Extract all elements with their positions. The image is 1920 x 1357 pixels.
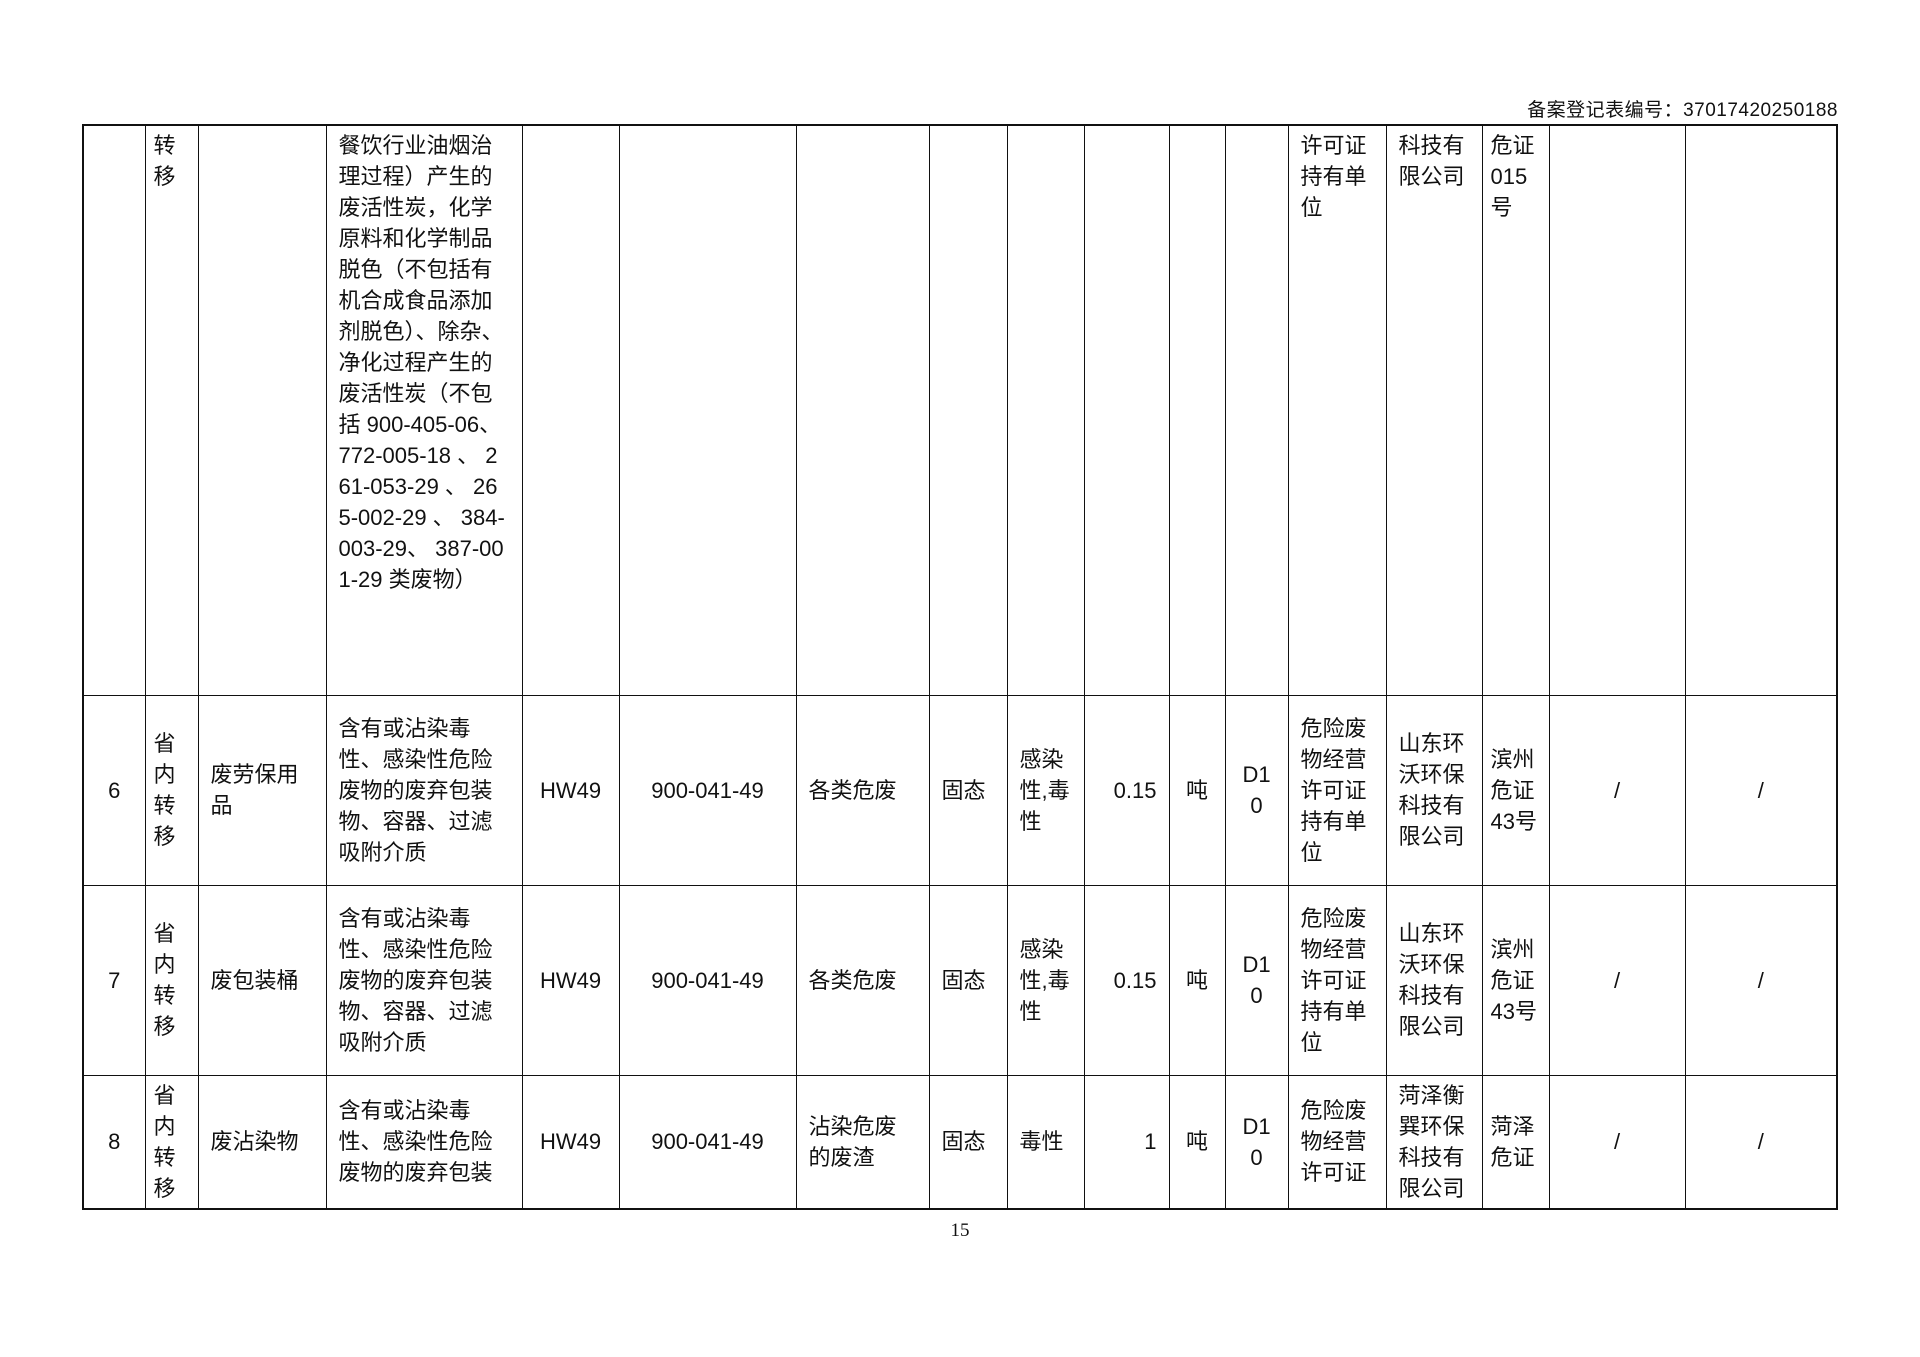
amount — [1083, 124, 1170, 696]
industry-source: 各类危废 — [795, 694, 930, 886]
page-number: 15 — [950, 1220, 970, 1241]
industry-source: 沾染危废的废渣 — [795, 1074, 930, 1209]
transfer-type: 省内转移 — [144, 884, 199, 1076]
waste-code: 900-041-49 — [618, 884, 797, 1076]
extra-column-a: / — [1548, 1074, 1686, 1209]
waste-name: 废包装桶 — [197, 884, 327, 1076]
extra-column-a: / — [1548, 884, 1686, 1076]
hazard-property: 毒性 — [1006, 1074, 1085, 1209]
license-number: 菏泽危证 — [1481, 1074, 1550, 1209]
waste-name: 废沾染物 — [197, 1074, 327, 1209]
waste-category: HW49 — [521, 694, 620, 886]
receiver-company: 菏泽衡巽环保科技有限公司 — [1385, 1074, 1483, 1209]
table-row: 6 省内转移 废劳保用品 含有或沾染毒性、感染性危险废物的废弃包装物、容器、过滤… — [82, 694, 1838, 886]
waste-code: 900-041-49 — [618, 694, 797, 886]
transfer-type: 省内转移 — [144, 1074, 199, 1209]
physical-form — [928, 124, 1008, 696]
waste-description: 含有或沾染毒性、感染性危险废物的废弃包装物、容器、过滤吸附介质 — [325, 694, 523, 886]
waste-description: 餐饮行业油烟治理过程）产生的废活性炭，化学原料和化学制品脱色（不包括有机合成食品… — [325, 124, 523, 696]
transfer-type: 转移 — [144, 124, 199, 696]
row-number: 6 — [82, 694, 146, 886]
hazard-property: 感染性,毒性 — [1006, 884, 1085, 1076]
waste-category — [521, 124, 620, 696]
waste-description: 含有或沾染毒性、感染性危险废物的废弃包装物、容器、过滤吸附介质 — [325, 884, 523, 1076]
unit: 吨 — [1168, 1074, 1226, 1209]
table-row: 8 省内转移 废沾染物 含有或沾染毒性、感染性危险废物的废弃包装 HW49 90… — [82, 1074, 1838, 1209]
unit: 吨 — [1168, 884, 1226, 1076]
row-number: 8 — [82, 1074, 146, 1209]
receiver-company: 科技有限公司 — [1385, 124, 1483, 696]
physical-form: 固态 — [928, 1074, 1008, 1209]
waste-name: 废劳保用品 — [197, 694, 327, 886]
unit: 吨 — [1168, 694, 1226, 886]
physical-form: 固态 — [928, 884, 1008, 1076]
extra-column-b: / — [1684, 1074, 1838, 1209]
extra-column-a: / — [1548, 694, 1686, 886]
waste-category: HW49 — [521, 1074, 620, 1209]
disposal-method: D10 — [1224, 694, 1289, 886]
row-number — [82, 124, 146, 696]
license-number: 滨州危证43号 — [1481, 694, 1550, 886]
disposal-method: D10 — [1224, 884, 1289, 1076]
hazard-property — [1006, 124, 1085, 696]
unit — [1168, 124, 1226, 696]
license-number: 危证015号 — [1481, 124, 1550, 696]
table-row: 7 省内转移 废包装桶 含有或沾染毒性、感染性危险废物的废弃包装物、容器、过滤吸… — [82, 884, 1838, 1076]
industry-source: 各类危废 — [795, 884, 930, 1076]
extra-column-b: / — [1684, 694, 1838, 886]
hazard-property: 感染性,毒性 — [1006, 694, 1085, 886]
hazardous-waste-table: 转移 餐饮行业油烟治理过程）产生的废活性炭，化学原料和化学制品脱色（不包括有机合… — [82, 124, 1838, 1210]
amount: 0.15 — [1083, 884, 1170, 1076]
amount: 1 — [1083, 1074, 1170, 1209]
license-type: 许可证持有单位 — [1287, 124, 1387, 696]
transfer-type: 省内转移 — [144, 694, 199, 886]
waste-category: HW49 — [521, 884, 620, 1076]
table-row: 转移 餐饮行业油烟治理过程）产生的废活性炭，化学原料和化学制品脱色（不包括有机合… — [82, 124, 1838, 696]
receiver-company: 山东环沃环保科技有限公司 — [1385, 884, 1483, 1076]
license-type: 危险废物经营许可证 — [1287, 1074, 1387, 1209]
waste-code: 900-041-49 — [618, 1074, 797, 1209]
receiver-company: 山东环沃环保科技有限公司 — [1385, 694, 1483, 886]
waste-name — [197, 124, 327, 696]
extra-column-b: / — [1684, 884, 1838, 1076]
row-number: 7 — [82, 884, 146, 1076]
industry-source — [795, 124, 930, 696]
extra-column-b — [1684, 124, 1838, 696]
record-code: 备案登记表编号：37017420250188 — [1527, 100, 1838, 121]
disposal-method: D10 — [1224, 1074, 1289, 1209]
amount: 0.15 — [1083, 694, 1170, 886]
license-type: 危险废物经营许可证持有单位 — [1287, 884, 1387, 1076]
waste-description: 含有或沾染毒性、感染性危险废物的废弃包装 — [325, 1074, 523, 1209]
disposal-method — [1224, 124, 1289, 696]
extra-column-a — [1548, 124, 1686, 696]
physical-form: 固态 — [928, 694, 1008, 886]
license-type: 危险废物经营许可证持有单位 — [1287, 694, 1387, 886]
waste-code — [618, 124, 797, 696]
license-number: 滨州危证43号 — [1481, 884, 1550, 1076]
